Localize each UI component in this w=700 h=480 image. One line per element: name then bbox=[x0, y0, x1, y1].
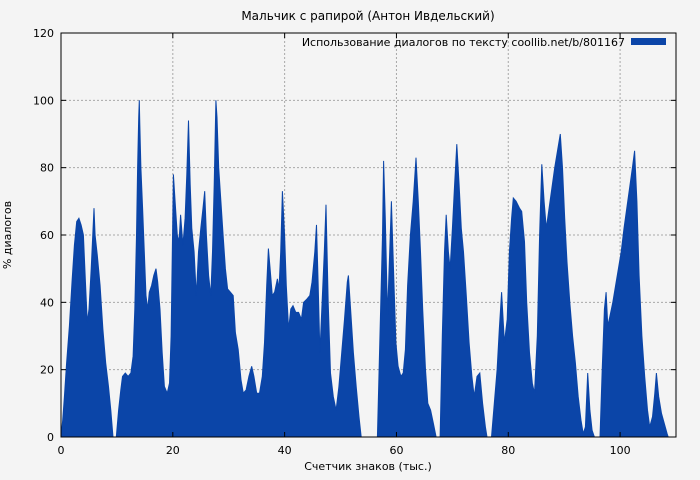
x-tick-label: 0 bbox=[58, 444, 65, 457]
y-tick-label: 60 bbox=[40, 229, 54, 242]
legend-label: Использование диалогов по тексту coollib… bbox=[302, 36, 625, 49]
x-tick-label: 40 bbox=[278, 444, 292, 457]
x-tick-label: 20 bbox=[166, 444, 180, 457]
x-axis-title: Счетчик знаков (тыс.) bbox=[304, 460, 432, 473]
x-tick-label: 80 bbox=[501, 444, 515, 457]
x-tick-label: 100 bbox=[610, 444, 631, 457]
y-axis-title: % диалогов bbox=[1, 201, 14, 269]
area-series bbox=[60, 100, 669, 438]
y-tick-label: 80 bbox=[40, 162, 54, 175]
x-tick-label: 60 bbox=[389, 444, 403, 457]
y-tick-label: 120 bbox=[33, 27, 54, 40]
series-layer bbox=[60, 100, 669, 438]
y-tick-label: 40 bbox=[40, 296, 54, 309]
y-tick-label: 0 bbox=[47, 431, 54, 444]
tick-layer: 0 20 40 60 80 100 0 20 40 60 80 100 120 bbox=[33, 27, 676, 457]
y-tick-label: 20 bbox=[40, 364, 54, 377]
y-tick-label: 100 bbox=[33, 94, 54, 107]
chart-title: Мальчик с рапирой (Антон Ивдельский) bbox=[241, 9, 494, 23]
legend-swatch bbox=[631, 38, 666, 45]
